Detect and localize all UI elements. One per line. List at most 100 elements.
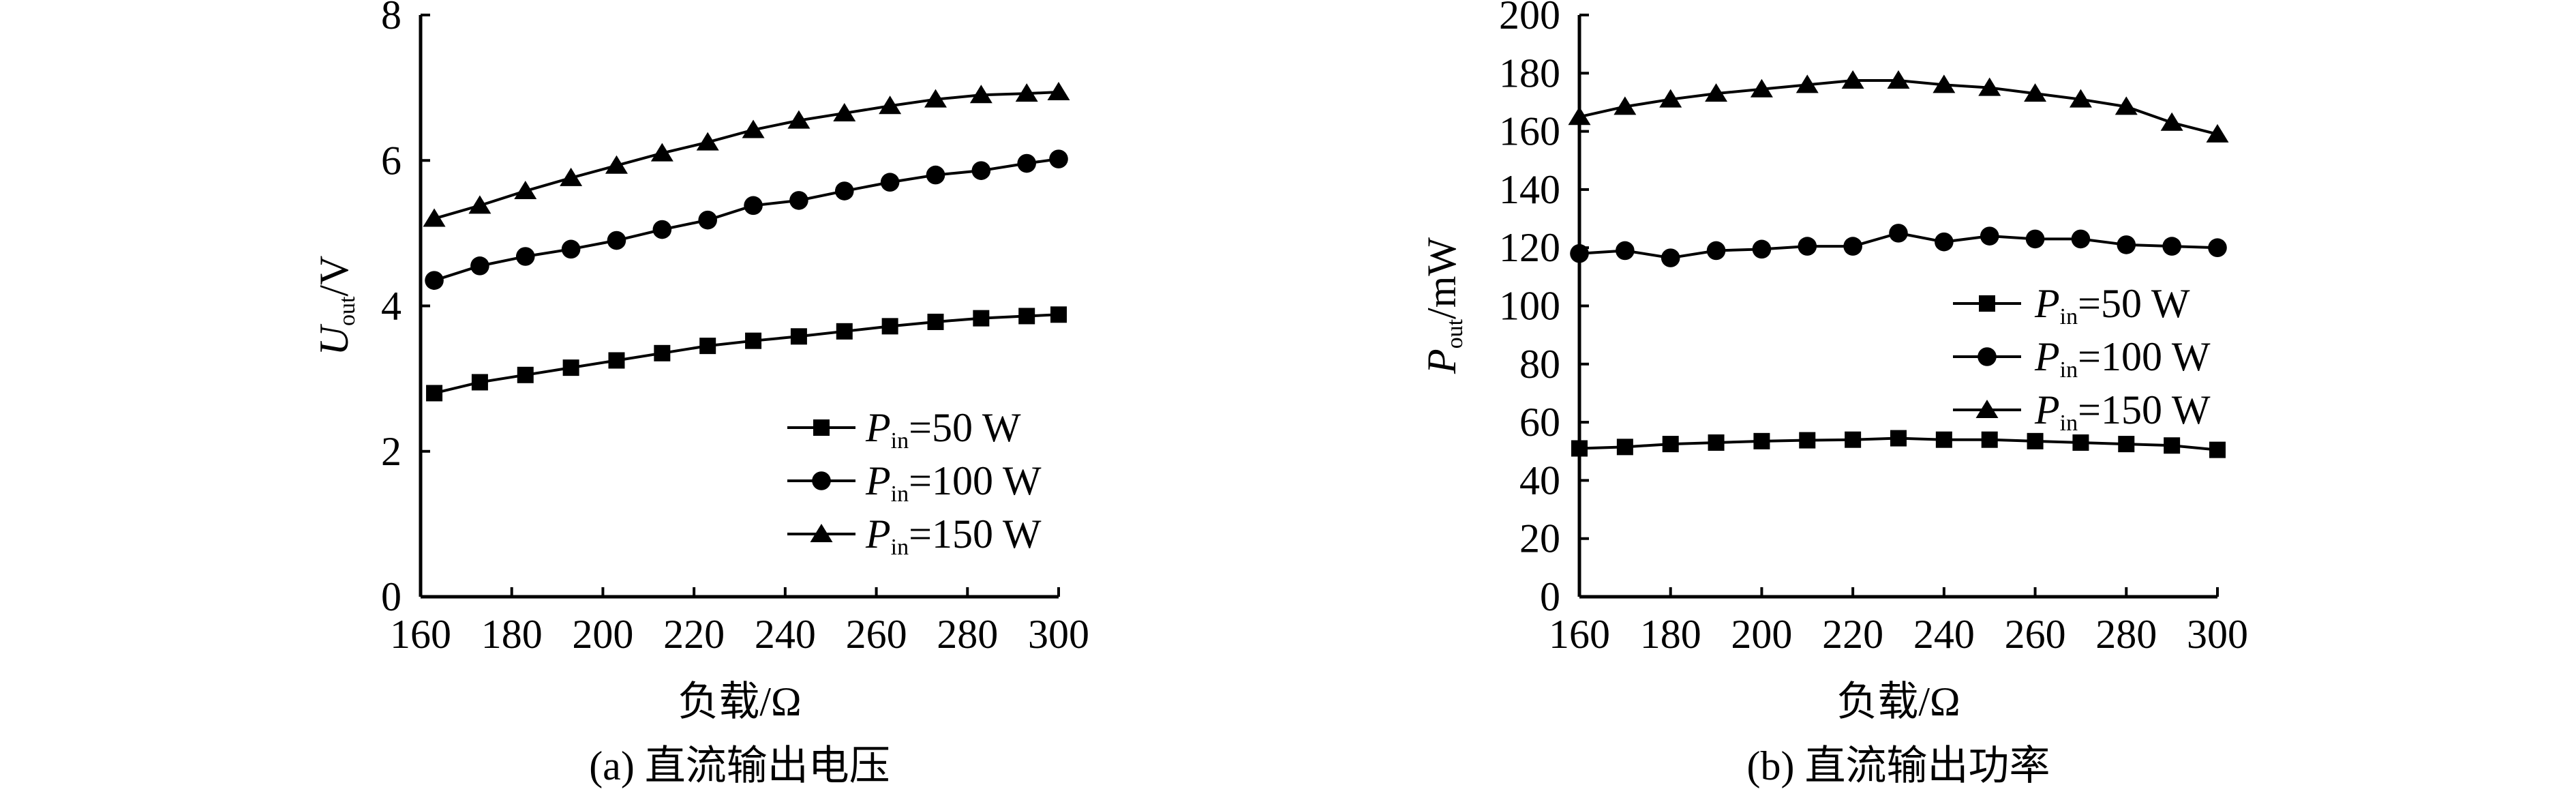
panel-b-legend-marker-square: [1979, 295, 1995, 312]
panel-b-ticks: 160 180 200 220 240 260 280 300 0 20 40 60 80 100 120 1…: [1499, 0, 2248, 657]
panel-a-data-point-square: [654, 344, 671, 361]
panel-a-data-point-circle: [1017, 153, 1036, 173]
panel-a-data-point-square: [471, 374, 488, 391]
panel-b-data-point-square: [1890, 430, 1907, 447]
panel-a-data-point-circle: [789, 191, 808, 210]
panel-b-data-point-square: [1571, 440, 1588, 457]
panel-a-data-point-circle: [561, 239, 581, 259]
panel-b-y-tick-label: 60: [1519, 400, 1560, 445]
panel-a-data-point-triangle: [650, 143, 673, 162]
panel-b-y-tick-label: 100: [1499, 284, 1560, 329]
panel-b-data-point-circle: [1798, 237, 1817, 256]
panel-b-data-point-triangle: [2115, 96, 2138, 115]
panel-b-x-tick-label: 260: [2005, 612, 2066, 657]
panel-b-y-tick-label: 160: [1499, 109, 1560, 154]
panel-b-data-point-triangle: [1978, 77, 2001, 96]
panel-a-axes: [419, 15, 1059, 599]
panel-b-legend-label: Pin=50 W: [2034, 281, 2190, 329]
panel-a-data-point-circle: [607, 231, 626, 250]
panel-a-x-axis-label: 负载/Ω: [678, 679, 801, 724]
panel-a-y-tick-label: 0: [381, 574, 401, 619]
panel-a-legend-label: Pin=150 W: [865, 512, 1042, 560]
panel-b-data-point-square: [2164, 437, 2181, 454]
panel-b-data-point-square: [1662, 436, 1679, 453]
panel-a-data-point-triangle: [833, 102, 856, 121]
panel-b-data-point-square: [1708, 434, 1725, 451]
panel-b-data-point-triangle: [1795, 74, 1819, 93]
panel-b-legend-item-circle: Pin=100 W: [1953, 334, 2211, 383]
panel-b-x-tick-label: 200: [1731, 612, 1792, 657]
panel-b-x-tick-label: 220: [1822, 612, 1883, 657]
panel-b-legend-marker-triangle: [1975, 400, 1999, 418]
panel-b-data-point-circle: [2071, 229, 2091, 249]
panel-b-y-tick-label: 120: [1499, 225, 1560, 270]
panel-b-y-label-main: P: [1419, 349, 1464, 374]
panel-b-data-point-square: [1616, 439, 1633, 456]
panel-a-data-point-circle: [515, 247, 535, 266]
panel-b-data-point-square: [1753, 432, 1770, 449]
panel-a-data-point-triangle: [605, 155, 628, 174]
panel-b-legend-item-triangle: Pin=150 W: [1953, 387, 2211, 436]
panel-b-x-tick-label: 180: [1640, 612, 1701, 657]
panel-a-data-point-circle: [744, 196, 763, 216]
panel-b-data-point-square: [1799, 432, 1816, 449]
panel-b-data-point-circle: [1752, 239, 1772, 259]
panel-a-x-tick-label: 200: [572, 612, 633, 657]
panel-b-x-axis-label: 负载/Ω: [1836, 679, 1960, 724]
panel-a-data-point-circle: [880, 173, 900, 192]
panel-a-y-label-sub: out: [335, 296, 360, 326]
panel-a-data-point-circle: [834, 181, 854, 201]
panel-b-data-point-circle: [2117, 235, 2136, 254]
panel-b-y-label-sub: out: [1442, 318, 1468, 349]
panel-a-legend-item-circle: Pin=100 W: [787, 458, 1042, 507]
panel-b-power-chart: 160 180 200 220 240 260 280 300 0 20 40 60 80 100 120 1…: [1419, 0, 2248, 788]
panel-b-data-point-triangle: [2160, 112, 2183, 131]
panel-a-x-tick-label: 300: [1028, 612, 1089, 657]
panel-b-x-tick-label: 160: [1549, 612, 1610, 657]
panel-a-caption: (a) 直流输出电压: [589, 743, 890, 788]
panel-a-data-point-square: [927, 313, 944, 330]
panel-a-x-tick-label: 180: [481, 612, 543, 657]
panel-a-data-point-triangle: [514, 181, 537, 200]
panel-a-y-tick-label: 2: [381, 429, 401, 474]
panel-a-y-axis-label: Uout/V: [312, 256, 360, 356]
panel-a-y-tick-label: 4: [381, 284, 401, 329]
panel-a-x-tick-label: 260: [846, 612, 907, 657]
panel-a-data-point-square: [1018, 308, 1035, 325]
panel-b-y-tick-label: 40: [1519, 458, 1560, 503]
panel-b-y-tick-label: 20: [1519, 516, 1560, 561]
panel-b-legend-label: Pin=150 W: [2034, 387, 2211, 436]
panel-a-legend-item-square: Pin=50 W: [787, 405, 1021, 454]
panel-a-data-point-triangle: [787, 110, 810, 129]
panel-b-data-point-triangle: [2024, 83, 2047, 102]
panel-b-legend-item-square: Pin=50 W: [1953, 281, 2190, 329]
panel-a-data-point-triangle: [924, 89, 947, 108]
panel-a-data-point-circle: [971, 161, 991, 180]
panel-a-legend-marker-square: [813, 419, 830, 436]
panel-b-data-point-circle: [1661, 248, 1680, 267]
panel-a-legend-label: Pin=100 W: [865, 458, 1042, 507]
panel-b-y-tick-label: 80: [1519, 342, 1560, 387]
panel-a-data-point-square: [973, 310, 990, 327]
panel-a-data-point-square: [562, 359, 579, 376]
panel-b-data-point-circle: [1570, 243, 1589, 263]
panel-a-x-tick-label: 160: [390, 612, 451, 657]
panel-a-data-point-triangle: [468, 195, 491, 214]
panel-a-data-point-triangle: [742, 119, 765, 138]
panel-b-y-label-rest: /mW: [1419, 237, 1464, 319]
panel-a-data-point-square: [608, 352, 625, 369]
panel-a-ticks: 160 180 200 220 240 260 280 300 0 2 4 6 8: [381, 0, 1089, 657]
panel-b-y-tick-label: 0: [1540, 574, 1560, 619]
panel-b-data-point-square: [1981, 431, 1998, 448]
panel-a-data-point-triangle: [696, 132, 719, 151]
panel-a-legend-label: Pin=50 W: [865, 405, 1021, 454]
panel-a-data-point-triangle: [969, 85, 992, 104]
panel-a-y-tick-label: 8: [381, 0, 401, 38]
panel-a-data-point-triangle: [560, 167, 583, 186]
panel-a-y-label-main: U: [312, 323, 357, 355]
panel-b-data-point-circle: [2162, 237, 2181, 256]
panel-b-data-point-circle: [1706, 241, 1726, 261]
